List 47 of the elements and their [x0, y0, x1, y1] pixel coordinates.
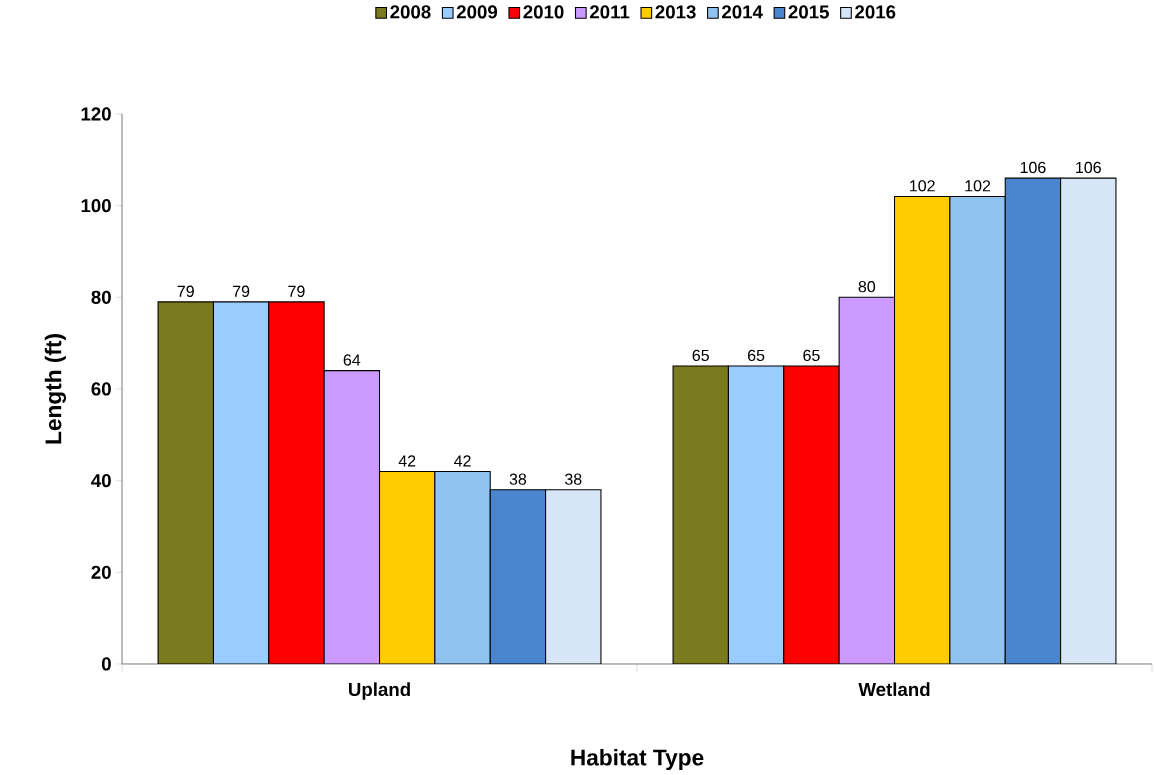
data-label: 42	[398, 455, 416, 467]
data-label: 38	[509, 473, 527, 485]
x-axis-title: Habitat Type	[571, 748, 704, 771]
data-label: 64	[343, 354, 361, 366]
bar	[545, 489, 602, 664]
legend-label: 2008	[390, 5, 431, 19]
data-label: 80	[858, 281, 876, 293]
legend-label: 2011	[589, 5, 630, 19]
bar	[727, 365, 785, 664]
bar	[323, 370, 381, 664]
x-tick-label: Wetland	[858, 682, 930, 697]
legend-label: 2014	[722, 5, 763, 19]
data-label: 79	[177, 285, 194, 297]
y-tick-label: 100	[81, 199, 111, 213]
legend-label: 2016	[855, 5, 896, 19]
bar	[1060, 177, 1117, 664]
bar	[893, 195, 951, 664]
data-label: 106	[1076, 161, 1101, 174]
data-label: 102	[965, 180, 991, 192]
y-tick-label: 20	[91, 565, 111, 579]
bar	[838, 296, 896, 664]
data-label: 65	[803, 349, 820, 362]
bar	[157, 301, 214, 664]
bar	[212, 301, 270, 664]
data-label: 65	[748, 349, 765, 362]
legend-label: 2010	[523, 5, 564, 19]
bar	[489, 489, 547, 664]
data-label: 102	[910, 180, 935, 192]
data-label: 106	[1020, 161, 1046, 174]
bar	[378, 470, 436, 664]
data-label: 38	[564, 473, 582, 485]
y-tick-label: 40	[91, 474, 111, 488]
legend-label: 2015	[788, 5, 829, 19]
bar	[672, 365, 729, 664]
legend-label: 2009	[456, 5, 498, 19]
x-tick-label: Upland	[349, 682, 410, 700]
y-axis-title: Length (ft)	[44, 334, 66, 444]
data-label: 79	[233, 285, 250, 297]
y-tick-label: 80	[91, 290, 111, 304]
bar	[1004, 177, 1062, 664]
y-tick-label: 60	[91, 382, 111, 396]
data-label: 65	[692, 349, 709, 362]
y-tick-label: 120	[81, 107, 111, 121]
legend-label: 2013	[655, 5, 696, 19]
y-tick-label: 0	[101, 657, 111, 671]
data-label: 79	[288, 285, 305, 297]
data-label: 42	[454, 455, 471, 467]
